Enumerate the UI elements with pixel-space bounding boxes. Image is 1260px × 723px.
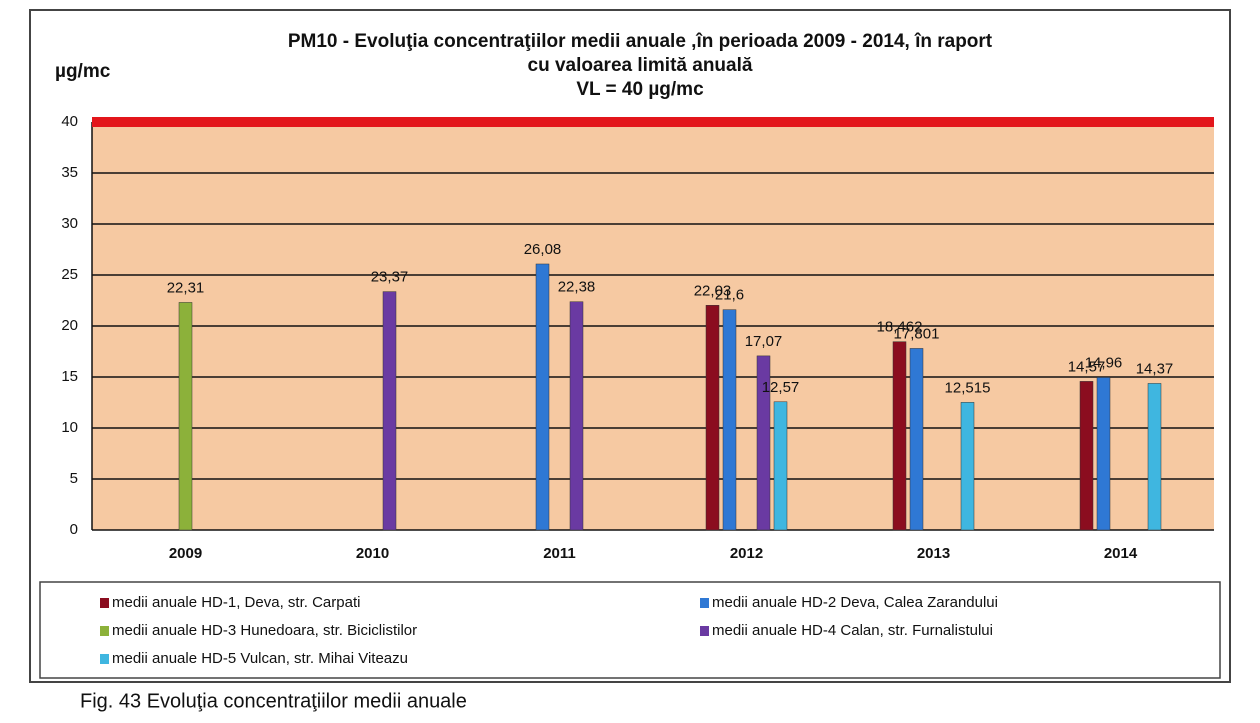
y-tick-label: 35 <box>61 164 78 181</box>
y-tick-label: 10 <box>61 419 78 436</box>
bar <box>382 291 397 531</box>
bar <box>773 401 788 531</box>
bar <box>1147 383 1162 531</box>
legend-swatch <box>100 654 109 664</box>
value-label: 14,96 <box>1085 354 1123 371</box>
bar <box>178 302 193 531</box>
legend-text: medii anuale HD-1, Deva, str. Carpati <box>112 594 360 611</box>
bar <box>1079 381 1094 531</box>
y-tick-label: 25 <box>61 266 78 283</box>
value-label: 23,37 <box>371 269 409 286</box>
value-label: 12,515 <box>945 379 991 396</box>
legend-swatch <box>700 598 709 608</box>
chart-title: cu valoarea limită anuală <box>528 55 753 76</box>
value-label: 18,462 <box>877 319 923 336</box>
x-tick-label: 2012 <box>730 545 763 562</box>
chart-title: VL = 40 µg/mc <box>576 79 704 100</box>
value-label: 22,31 <box>167 279 205 296</box>
value-label: 21,6 <box>715 287 744 304</box>
x-tick-label: 2013 <box>917 545 950 562</box>
value-label: 22,03 <box>694 282 732 299</box>
y-tick-label: 40 <box>61 113 78 130</box>
x-tick-label: 2014 <box>1104 545 1138 562</box>
value-label: 17,801 <box>894 325 940 342</box>
legend-text: medii anuale HD-5 Vulcan, str. Mihai Vit… <box>112 650 408 667</box>
value-label: 12,57 <box>762 379 800 396</box>
bar <box>722 309 737 531</box>
legend-swatch <box>700 626 709 636</box>
caption: Fig. 43 Evoluţia concentraţiilor medii a… <box>80 690 467 712</box>
legend-swatch <box>100 626 109 636</box>
x-tick-label: 2010 <box>356 545 389 562</box>
bar <box>756 355 771 531</box>
bar <box>909 348 924 531</box>
bar <box>535 263 550 531</box>
chart-title: PM10 - Evoluţia concentraţiilor medii an… <box>288 31 993 52</box>
y-axis-label: µg/mc <box>55 61 111 82</box>
bar <box>892 341 907 531</box>
value-label: 26,08 <box>524 241 562 258</box>
legend-text: medii anuale HD-4 Calan, str. Furnalistu… <box>712 622 993 639</box>
value-label: 14,57 <box>1068 358 1106 375</box>
y-tick-label: 30 <box>61 215 78 232</box>
value-label: 14,37 <box>1136 360 1174 377</box>
value-label: 22,38 <box>558 279 596 296</box>
legend-swatch <box>100 598 109 608</box>
y-tick-label: 20 <box>61 317 78 334</box>
bar <box>960 402 975 531</box>
bar <box>1096 377 1111 531</box>
bar <box>569 301 584 531</box>
legend-text: medii anuale HD-2 Deva, Calea Zarandului <box>712 594 998 611</box>
y-tick-label: 0 <box>70 521 78 538</box>
bar <box>705 305 720 531</box>
x-tick-label: 2011 <box>543 545 576 562</box>
legend-box <box>39 581 1221 679</box>
value-label: 17,07 <box>745 333 783 350</box>
y-tick-label: 5 <box>70 470 78 487</box>
x-tick-label: 2009 <box>169 545 202 562</box>
legend-text: medii anuale HD-3 Hunedoara, str. Bicicl… <box>112 622 417 639</box>
y-tick-label: 15 <box>61 368 78 385</box>
